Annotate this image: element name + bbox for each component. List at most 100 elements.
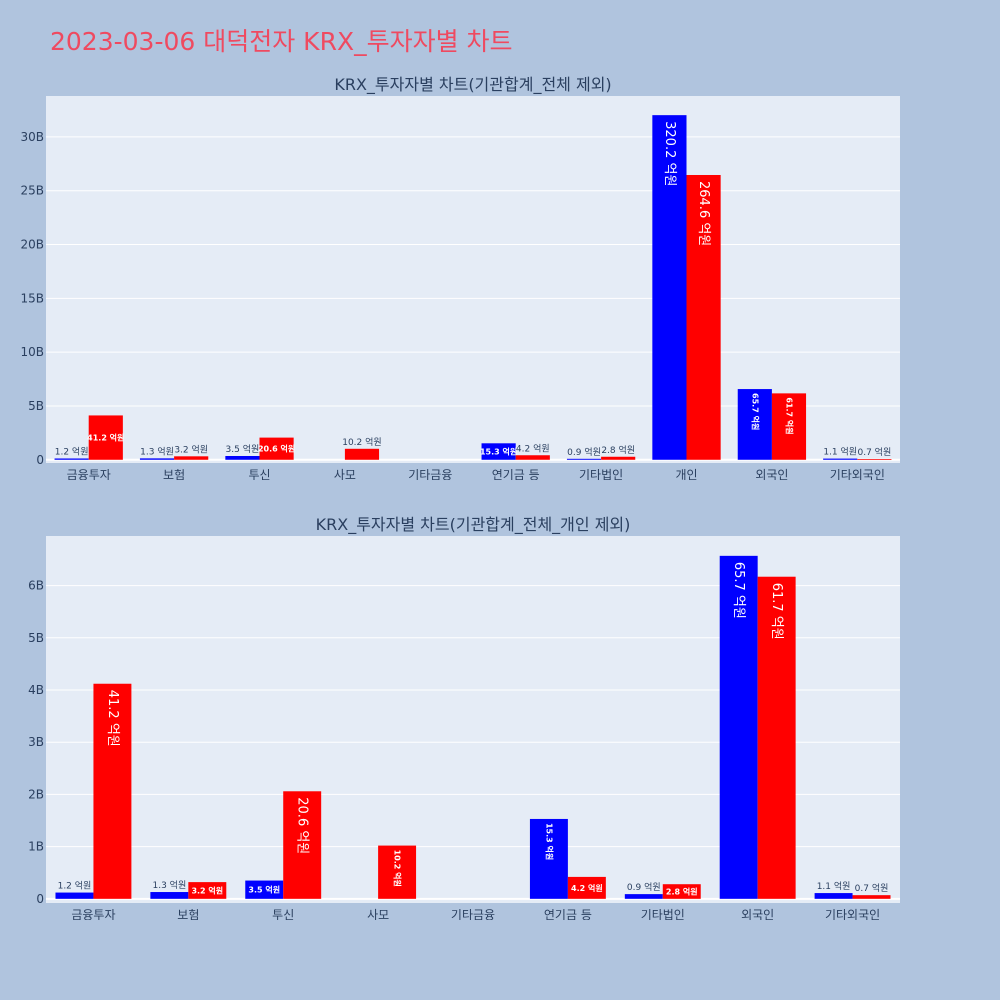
x-tick-label: 기타금융 xyxy=(408,468,452,480)
data-label: 1.3 억원 xyxy=(140,445,174,457)
bar xyxy=(737,389,772,460)
x-tick-label: 금융투자 xyxy=(67,468,111,480)
data-label: 4.2 억원 xyxy=(516,442,550,454)
y-tick-label: 30B xyxy=(20,130,44,144)
bar xyxy=(378,845,417,899)
bar xyxy=(344,448,380,460)
bar xyxy=(719,555,758,899)
x-tick-label: 기타법인 xyxy=(641,908,685,920)
data-label: 320.2 억원 xyxy=(662,121,677,186)
bar xyxy=(283,791,322,899)
data-label: 61.7 억원 xyxy=(784,397,794,434)
y-tick-label: 0 xyxy=(36,453,44,467)
bar xyxy=(757,576,796,899)
bar xyxy=(139,458,175,460)
bar xyxy=(686,174,721,460)
chart-investor-excl-individual: KRX_투자자별 차트(기관합계_전체_개인 제외) 0 1B 2B 3B 4B 5B 6B 금… xyxy=(28,515,900,920)
data-label: 3.5 억원 xyxy=(248,885,280,895)
y-tick-label: 20B xyxy=(20,238,44,252)
data-label: 10.2 억원 xyxy=(393,850,403,887)
bar xyxy=(88,415,123,460)
x-tick-label: 보험 xyxy=(177,908,199,920)
data-label: 1.2 억원 xyxy=(55,445,89,457)
data-label: 3.5 억원 xyxy=(226,443,260,455)
data-label: 1.1 억원 xyxy=(823,446,857,458)
data-label: 1.3 억원 xyxy=(152,879,186,891)
bar xyxy=(150,892,189,899)
x-tick-label: 연기금 등 xyxy=(492,468,540,480)
data-label: 15.3 억원 xyxy=(544,823,554,860)
bar xyxy=(188,882,227,899)
bar xyxy=(662,884,701,899)
x-tick-label: 사모 xyxy=(367,908,389,920)
x-tick-label: 보험 xyxy=(163,468,185,480)
x-tick-label: 외국인 xyxy=(755,468,788,480)
y-tick-label: 15B xyxy=(20,291,44,305)
data-label: 41.2 억원 xyxy=(105,690,120,747)
bar xyxy=(93,683,132,899)
y-tick-label: 2B xyxy=(28,787,44,801)
bar xyxy=(771,393,807,460)
data-label: 61.7 억원 xyxy=(769,583,784,640)
bar xyxy=(174,456,209,460)
y-tick-label: 3B xyxy=(28,735,44,749)
y-tick-label: 4B xyxy=(28,683,44,697)
data-label: 3.2 억원 xyxy=(174,443,208,455)
x-tick-label: 외국인 xyxy=(741,908,774,920)
bar xyxy=(624,894,663,899)
page-title: 2023-03-06 대덕전자 KRX_투자자별 차트 xyxy=(50,27,513,56)
data-label: 3.2 억원 xyxy=(191,885,223,895)
x-tick-label: 개인 xyxy=(675,468,697,480)
bar xyxy=(823,458,858,460)
data-label: 1.1 억원 xyxy=(817,880,851,892)
data-label: 4.2 억원 xyxy=(571,883,603,893)
bar xyxy=(481,443,516,460)
data-label: 10.2 억원 xyxy=(342,436,381,448)
x-tick-label: 기타금융 xyxy=(451,908,495,920)
chart-subtitle: KRX_투자자별 차트(기관합계_전체_개인 제외) xyxy=(316,515,631,535)
bar xyxy=(852,895,891,899)
data-label: 20.6 억원 xyxy=(295,797,310,854)
bar xyxy=(245,880,284,899)
bar xyxy=(857,459,892,460)
x-tick-label: 기타외국인 xyxy=(830,468,885,480)
bar xyxy=(567,876,606,899)
x-tick-label: 기타외국인 xyxy=(825,908,880,920)
bar xyxy=(225,456,260,460)
data-label: 1.2 억원 xyxy=(58,880,92,892)
bar xyxy=(55,892,94,899)
data-label: 20.6 억원 xyxy=(258,444,295,454)
bar xyxy=(54,458,89,460)
bar xyxy=(515,455,550,460)
data-label: 0.9 억원 xyxy=(567,446,601,458)
x-tick-label: 기타법인 xyxy=(579,468,623,480)
x-tick-label: 투신 xyxy=(248,468,270,480)
y-tick-label: 6B xyxy=(28,579,44,593)
y-tick-label: 10B xyxy=(20,345,44,359)
data-label: 41.2 억원 xyxy=(87,433,124,443)
bar xyxy=(601,456,636,460)
chart-investor-all: KRX_투자자별 차트(기관합계_전체 제외) 0 5B 10B 15B 20B 25B 30… xyxy=(20,75,900,480)
y-tick-label: 0 xyxy=(36,892,44,906)
data-label: 15.3 억원 xyxy=(480,447,517,457)
y-tick-label: 5B xyxy=(28,399,44,413)
x-tick-label: 사모 xyxy=(334,468,356,480)
data-label: 0.9 억원 xyxy=(627,881,661,893)
x-tick-label: 연기금 등 xyxy=(544,908,592,920)
data-label: 264.6 억원 xyxy=(696,181,711,246)
data-label: 2.8 억원 xyxy=(601,444,635,456)
x-tick-label: 금융투자 xyxy=(71,908,115,920)
data-label: 65.7 억원 xyxy=(750,393,760,430)
data-label: 2.8 억원 xyxy=(666,887,698,897)
y-tick-label: 25B xyxy=(20,184,44,198)
bar xyxy=(566,458,602,460)
y-tick-label: 5B xyxy=(28,631,44,645)
data-label: 65.7 억원 xyxy=(731,562,746,619)
x-tick-label: 투신 xyxy=(272,908,294,920)
chart-subtitle: KRX_투자자별 차트(기관합계_전체 제외) xyxy=(334,75,611,95)
bar xyxy=(259,437,294,460)
bar xyxy=(529,818,568,899)
bar xyxy=(814,893,853,899)
y-tick-label: 1B xyxy=(28,840,44,854)
data-label: 0.7 억원 xyxy=(858,446,892,458)
